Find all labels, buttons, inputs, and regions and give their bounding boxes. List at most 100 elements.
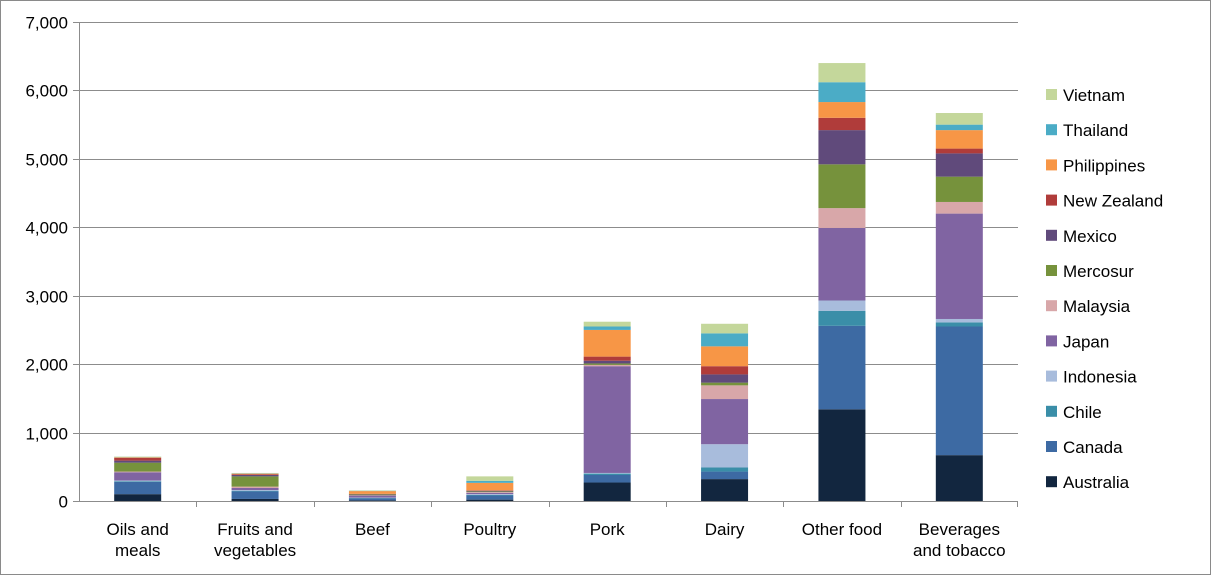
bar-segment [701, 385, 749, 400]
bar-segment [231, 474, 279, 475]
bar-segment [583, 321, 631, 327]
legend-label: Malaysia [1063, 297, 1131, 316]
bar-segment [583, 472, 631, 474]
bars [114, 63, 983, 501]
bar-segment [231, 487, 279, 491]
legend-label: Chile [1063, 403, 1102, 422]
legend-label: Philippines [1063, 156, 1145, 175]
bar-segment [231, 498, 279, 501]
legend-swatch [1046, 335, 1057, 347]
legend-label: Vietnam [1063, 86, 1125, 105]
y-tick-label: 7,000 [25, 14, 68, 33]
bar-segment [348, 495, 396, 498]
category-label-line: Beverages [919, 520, 1000, 539]
legend-label: Mercosur [1063, 262, 1134, 281]
legend-label: Mexico [1063, 227, 1117, 246]
bar-segment [114, 494, 162, 501]
category-label: Poultry [463, 520, 516, 539]
legend-label: New Zealand [1063, 192, 1163, 211]
bar-segment [701, 399, 749, 445]
bar-segment [114, 472, 162, 481]
bar-segment [583, 474, 631, 483]
bar-segment [231, 476, 279, 487]
bar-segment [935, 130, 983, 149]
bar-segment [466, 476, 514, 481]
category-label: Oils and meals [107, 520, 169, 560]
legend-label: Japan [1063, 332, 1109, 351]
y-tick-label: 4,000 [25, 219, 68, 238]
legend-swatch [1046, 124, 1057, 136]
y-tick-label: 3,000 [25, 288, 68, 307]
bar-segment [466, 491, 514, 493]
bar-segment [114, 481, 162, 495]
bar-segment [466, 499, 514, 501]
category-label-line: Dairy [705, 520, 745, 539]
bar-segment [466, 480, 514, 483]
legend: Vietnam Thailand Philippines New Zealand Mex… [1046, 86, 1163, 492]
bar-segment [935, 455, 983, 501]
bar-segment [348, 500, 396, 501]
bar-segment [701, 467, 749, 472]
category-label-line: Pork [590, 520, 625, 539]
legend-swatch [1046, 229, 1057, 241]
legend-swatch [1046, 159, 1057, 171]
y-tick-label: 0 [59, 493, 68, 512]
bar-segment [583, 363, 631, 365]
bar-segment [701, 323, 749, 334]
bar-segment [701, 346, 749, 367]
bar-segment [114, 460, 162, 463]
bar-segment [231, 490, 279, 491]
bar-segment [935, 153, 983, 177]
bar-segment [935, 318, 983, 323]
bar-segment [583, 366, 631, 473]
bar-segment [583, 360, 631, 364]
bar-segment [231, 474, 279, 477]
axes: 0 1,000 2,000 3,000 4,000 5,000 6,000 7,000 Oils… [25, 14, 1018, 560]
category-label-line: Poultry [463, 520, 516, 539]
legend-label: Indonesia [1063, 368, 1137, 387]
bar-segment [231, 491, 279, 499]
bar-segment [818, 63, 866, 83]
bar-segment [701, 366, 749, 375]
bar-segment [348, 498, 396, 501]
category-label-line: meals [115, 541, 160, 560]
category-label-line: Oils and [107, 520, 169, 539]
y-tick-label: 6,000 [25, 82, 68, 101]
bar-segment [818, 300, 866, 311]
bar-segment [466, 494, 514, 496]
bar-segment [583, 482, 631, 501]
bar-segment [231, 473, 279, 475]
bar-segment [466, 494, 514, 495]
bar-segment [583, 326, 631, 330]
legend-label: Thailand [1063, 121, 1128, 140]
y-tick-label: 5,000 [25, 151, 68, 170]
legend-swatch [1046, 89, 1057, 100]
bar-segment [583, 364, 631, 367]
bar-segment [818, 409, 866, 501]
bar-segment [114, 457, 162, 461]
bar-segment [114, 480, 162, 482]
bar-segment [818, 102, 866, 118]
bar-segment [231, 490, 279, 492]
bar-segment [583, 473, 631, 475]
legend-swatch [1046, 194, 1057, 206]
legend-label: Canada [1063, 438, 1123, 457]
category-label-line: Other food [802, 520, 882, 539]
bar-segment [935, 176, 983, 202]
category-label-line: Beef [355, 520, 390, 539]
bar-segment [114, 462, 162, 472]
legend-swatch [1046, 370, 1057, 382]
category-label: Other food [802, 520, 882, 539]
bar-segment [818, 117, 866, 131]
bar-segment [935, 124, 983, 131]
bar-segment [466, 495, 514, 500]
category-label-line: vegetables [214, 541, 296, 560]
bar-segment [818, 130, 866, 165]
bar-segment [701, 382, 749, 386]
category-label: Beef [355, 520, 390, 539]
bar-segment [466, 482, 514, 491]
bar-segment [466, 492, 514, 493]
category-label-line: and tobacco [913, 541, 1006, 560]
bar-segment [701, 471, 749, 480]
